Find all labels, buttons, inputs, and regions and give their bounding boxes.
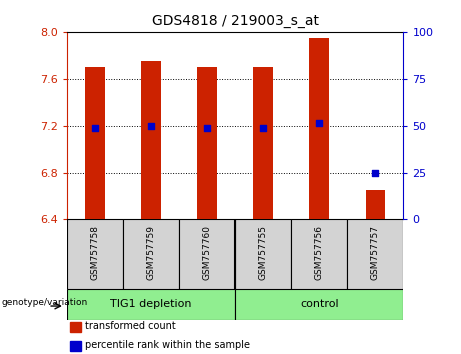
Text: GSM757759: GSM757759	[147, 225, 155, 280]
Point	[372, 170, 379, 176]
Bar	[141, 61, 161, 219]
Bar	[197, 67, 217, 219]
Point	[260, 125, 267, 131]
Text: GSM757755: GSM757755	[259, 225, 268, 280]
Text: GSM757760: GSM757760	[202, 225, 212, 280]
Bar	[254, 67, 273, 219]
Text: transformed count: transformed count	[85, 321, 176, 331]
Bar	[123, 219, 179, 289]
Bar	[85, 67, 105, 219]
Point	[91, 125, 99, 131]
Bar	[347, 219, 403, 289]
Bar	[70, 322, 81, 332]
Bar	[309, 38, 329, 219]
Point	[147, 123, 154, 129]
Text: GSM757758: GSM757758	[90, 225, 100, 280]
Bar	[179, 219, 235, 289]
Bar	[67, 289, 235, 320]
Title: GDS4818 / 219003_s_at: GDS4818 / 219003_s_at	[152, 14, 319, 28]
Point	[315, 120, 323, 126]
Bar	[235, 289, 403, 320]
Bar	[291, 219, 347, 289]
Text: GSM757757: GSM757757	[371, 225, 380, 280]
Text: TIG1 depletion: TIG1 depletion	[110, 299, 192, 309]
Bar	[67, 219, 123, 289]
Point	[203, 125, 211, 131]
Text: control: control	[300, 299, 338, 309]
Bar	[70, 341, 81, 350]
Text: percentile rank within the sample: percentile rank within the sample	[85, 340, 250, 350]
Bar	[235, 219, 291, 289]
Text: GSM757756: GSM757756	[315, 225, 324, 280]
Text: genotype/variation: genotype/variation	[1, 298, 88, 307]
Bar	[366, 190, 385, 219]
